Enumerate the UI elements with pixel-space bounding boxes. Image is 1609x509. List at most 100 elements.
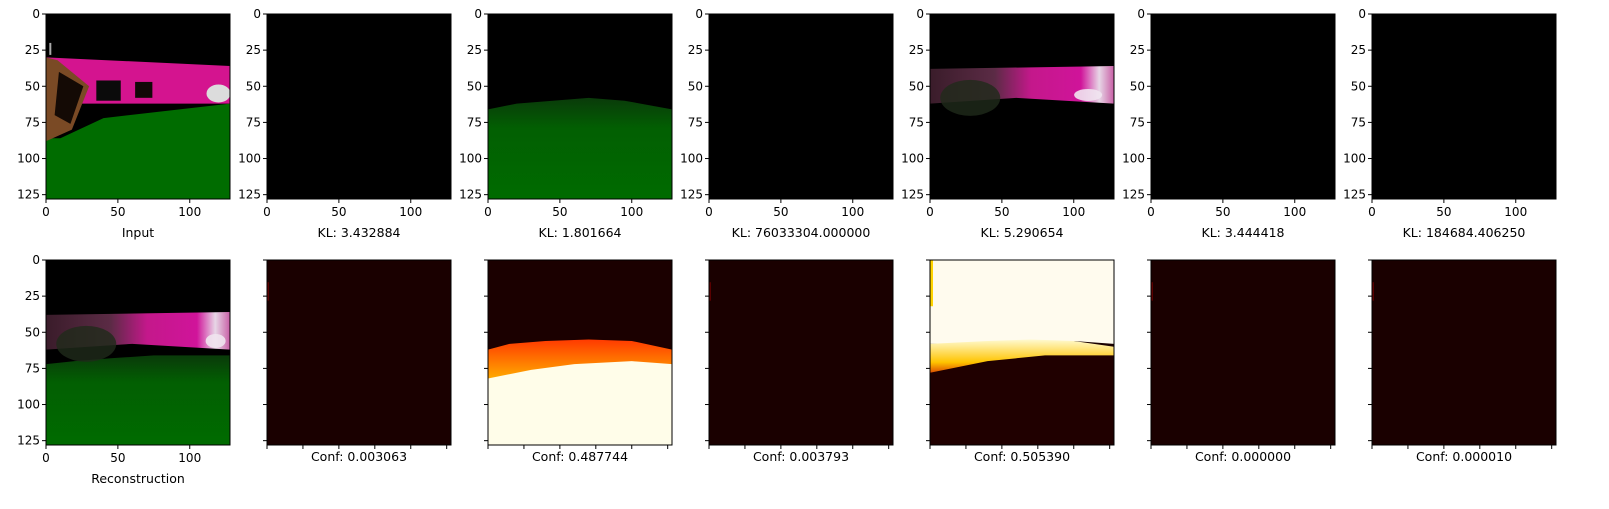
top-4-highlight — [1074, 88, 1103, 101]
top-5-ytick-label: 0 — [1137, 7, 1145, 21]
recon-caption: Reconstruction — [91, 471, 185, 486]
top-6-ytick-label: 100 — [1343, 152, 1366, 166]
top-3-ytick-label: 75 — [688, 115, 703, 129]
bot-3-heat-streak — [709, 282, 711, 301]
top-1-background — [267, 14, 451, 199]
recon-ytick-label: 25 — [25, 289, 40, 303]
top-2-ytick-label: 50 — [467, 79, 482, 93]
top-6-caption: KL: 184684.406250 — [1403, 225, 1526, 240]
recon-ytick-label: 0 — [32, 253, 40, 267]
bot-5-heat-streak — [1151, 282, 1153, 301]
input-ytick-label: 125 — [17, 188, 40, 202]
input-wall — [46, 57, 230, 104]
panel-top-2: 0 50 100 0 25 50 75 100 125 KL: 1.801664 — [459, 7, 673, 240]
top-4-ytick-label: 25 — [909, 43, 924, 57]
top-6-xtick-label: 0 — [1368, 205, 1376, 219]
bot-5-heat-background — [1151, 260, 1335, 445]
bot-4-heat-peak — [930, 260, 1114, 344]
top-1-frame — [266, 13, 452, 200]
recon-highlight — [205, 333, 226, 348]
bot-1-heat-streak — [267, 282, 269, 301]
top-5-xtick-label: 50 — [1215, 205, 1230, 219]
top-6-ytick-label: 25 — [1351, 43, 1366, 57]
recon-xtick-label: 50 — [110, 451, 125, 465]
top-5-ytick-label: 125 — [1122, 188, 1145, 202]
top-3-caption: KL: 76033304.000000 — [732, 225, 871, 240]
top-2-ytick-label: 100 — [459, 152, 482, 166]
bot-6-caption: Conf: 0.000010 — [1416, 449, 1512, 464]
panel-input: 0 50 100 0 25 50 75 100 125 Input — [17, 7, 231, 240]
top-2-ytick-label: 25 — [467, 43, 482, 57]
top-1-xtick-label: 100 — [399, 205, 422, 219]
top-6-frame — [1371, 13, 1557, 200]
recon-ytick-label: 125 — [17, 434, 40, 448]
bot-6-heat-background — [1372, 260, 1556, 445]
top-2-ground — [488, 97, 672, 199]
top-5-background — [1151, 14, 1335, 199]
top-4-ytick-label: 100 — [901, 152, 924, 166]
top-3-ytick-label: 25 — [688, 43, 703, 57]
bot-4-frame — [929, 259, 1115, 446]
bot-6-heat-streak — [1372, 282, 1374, 301]
input-ytick-label: 100 — [17, 152, 40, 166]
input-object — [206, 84, 231, 103]
panel-bot-2: Conf: 0.487744 — [484, 259, 673, 464]
panel-top-4: 0 50 100 0 25 50 75 100 125 KL: 5.290654 — [901, 7, 1115, 240]
input-door-2 — [135, 81, 153, 98]
top-5-xtick-label: 100 — [1283, 205, 1306, 219]
top-6-ytick-label: 50 — [1351, 79, 1366, 93]
panel-bot-4: Conf: 0.505390 — [926, 259, 1115, 464]
top-3-xtick-label: 0 — [705, 205, 713, 219]
top-4-blur — [940, 79, 1001, 116]
top-2-xtick-label: 50 — [552, 205, 567, 219]
panel-top-5: 0 50 100 0 25 50 75 100 125 KL: 3.444418 — [1122, 7, 1336, 240]
bot-6-frame — [1371, 259, 1557, 446]
top-5-caption: KL: 3.444418 — [1202, 225, 1285, 240]
top-2-xtick-label: 0 — [484, 205, 492, 219]
bot-2-frame — [487, 259, 673, 446]
recon-ytick-label: 50 — [25, 325, 40, 339]
recon-xtick-label: 0 — [42, 451, 50, 465]
top-1-ytick-label: 75 — [246, 115, 261, 129]
bot-4-heat-low — [930, 355, 1114, 445]
top-4-xtick-label: 100 — [1062, 205, 1085, 219]
top-4-ytick-label: 75 — [909, 115, 924, 129]
bot-3-frame — [708, 259, 894, 446]
input-box-face — [54, 71, 84, 124]
input-door-1 — [96, 80, 121, 101]
bot-3-caption: Conf: 0.003793 — [753, 449, 849, 464]
top-2-caption: KL: 1.801664 — [539, 225, 622, 240]
top-1-caption: KL: 3.432884 — [318, 225, 401, 240]
input-xtick-label: 50 — [110, 205, 125, 219]
top-4-ytick-label: 125 — [901, 188, 924, 202]
panel-bot-6: Conf: 0.000010 — [1368, 259, 1557, 464]
input-ytick-label: 50 — [25, 79, 40, 93]
top-4-ytick-label: 50 — [909, 79, 924, 93]
top-5-frame — [1150, 13, 1336, 200]
panel-top-1: 0 50 100 0 25 50 75 100 125 KL: 3.432884 — [238, 7, 452, 240]
panel-bot-5: Conf: 0.000000 — [1147, 259, 1336, 464]
top-3-ytick-label: 0 — [695, 7, 703, 21]
top-2-ytick-label: 0 — [474, 7, 482, 21]
recon-blur — [56, 325, 117, 362]
input-ytick-label: 75 — [25, 115, 40, 129]
recon-ytick-label: 75 — [25, 361, 40, 375]
bot-3-heat-background — [709, 260, 893, 445]
recon-ytick-label: 100 — [17, 398, 40, 412]
top-6-ytick-label: 0 — [1358, 7, 1366, 21]
top-6-xtick-label: 50 — [1436, 205, 1451, 219]
top-6-xtick-label: 100 — [1504, 205, 1527, 219]
top-6-background — [1372, 14, 1556, 199]
top-4-xtick-label: 0 — [926, 205, 934, 219]
bot-4-caption: Conf: 0.505390 — [974, 449, 1070, 464]
bot-5-caption: Conf: 0.000000 — [1195, 449, 1291, 464]
bot-2-heat-low — [488, 260, 672, 350]
top-1-ytick-label: 0 — [253, 7, 261, 21]
top-2-frame — [487, 13, 673, 200]
bot-5-frame — [1150, 259, 1336, 446]
panel-bot-1: Conf: 0.003063 — [263, 259, 452, 464]
top-6-ytick-label: 75 — [1351, 115, 1366, 129]
panel-bot-3: Conf: 0.003793 — [705, 259, 894, 464]
panel-top-6: 0 50 100 0 25 50 75 100 125 KL: 184684.406250 — [1343, 7, 1557, 240]
